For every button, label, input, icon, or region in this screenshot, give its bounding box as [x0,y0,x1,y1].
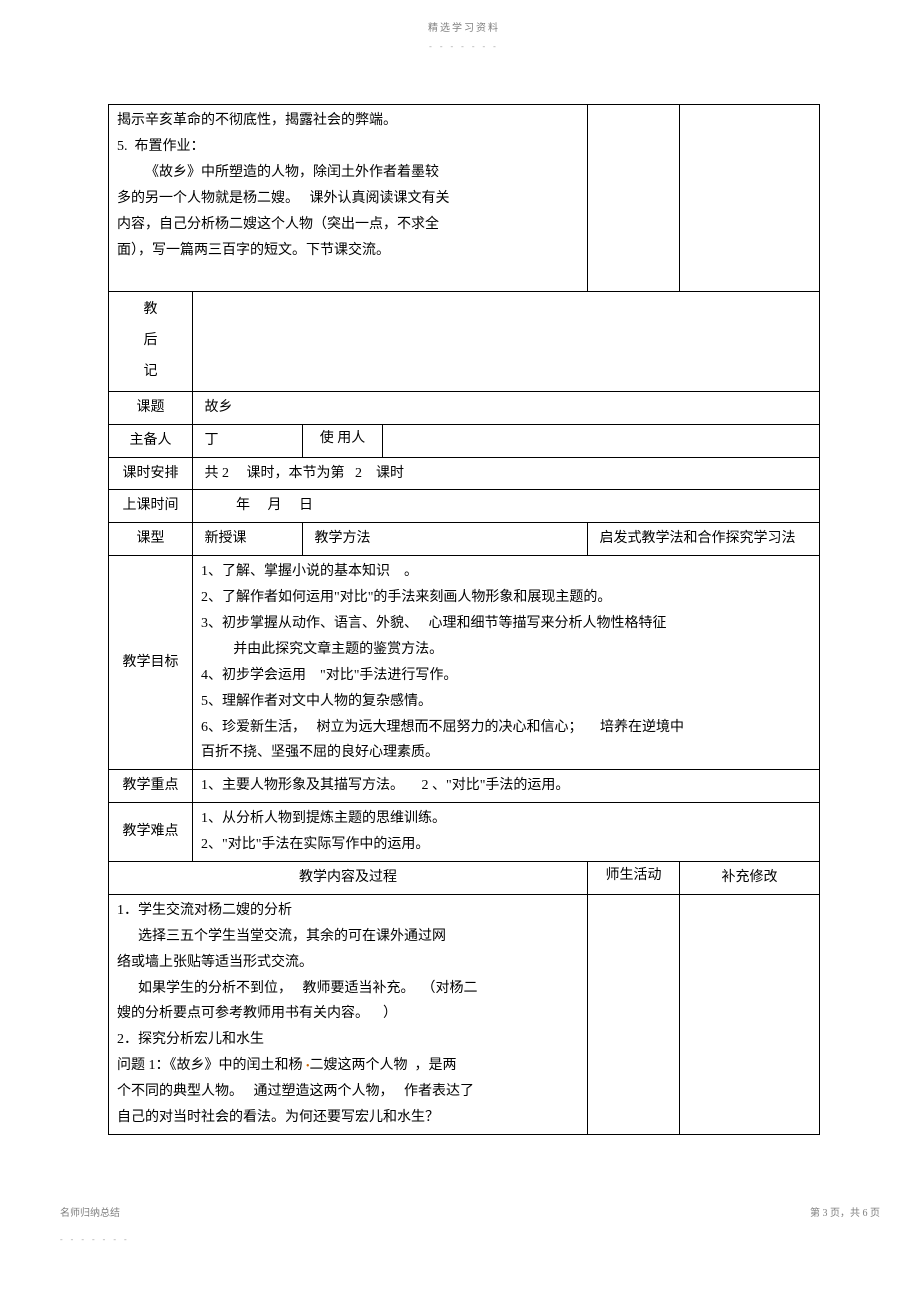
topic-label: 课题 [109,391,193,424]
goals-label: 教学目标 [109,556,193,770]
top-line6: 面），写一篇两三百字的短文。下节课交流。 [117,238,579,264]
top-supplement-cell [680,105,820,291]
top-line5: 内容，自己分析杨二嫂这个人物（突出一点，不求全 [117,212,579,238]
time-m: 月 [268,498,282,513]
p7b: 二嫂这两个人物 [310,1058,408,1073]
preparer-label: 主备人 [109,424,193,457]
user-label: 使 用人 [303,424,383,457]
p8b: 通过塑造这两个人物， [254,1084,394,1099]
g4a: 4、初步学会运用 [201,668,306,683]
g3c: 并由此探究文章主题的鉴赏方法。 [201,637,811,663]
header-dashes: - - - - - - - [108,40,820,54]
type-value: 新授课 [193,523,303,556]
post-note-content [193,291,820,391]
difficulty-content: 1、从分析人物到提炼主题的思维训练。 2、"对比"手法在实际写作中的运用。 [193,803,820,862]
sched-b: 课时，本节为第 [247,466,345,481]
sched-a: 共 2 [205,466,230,481]
p5b: ） [383,1006,397,1021]
method-text: 启发式教学法和合作探究学习法 [600,531,796,546]
process-content-label: 教学内容及过程 [109,861,588,894]
p2: 选择三五个学生当堂交流，其余的可在课外通过网 [117,924,579,950]
process-supplement-cell [680,894,820,1134]
g5: 5、理解作者对文中人物的复杂感情。 [201,689,811,715]
process-activity-cell [588,894,680,1134]
process-body: 1．学生交流对杨二嫂的分析 选择三五个学生当堂交流，其余的可在课外通过网 络或墙… [109,894,588,1134]
process-supplement-label: 补充修改 [680,861,820,894]
sched-c: 2 [355,466,362,481]
p7c: ，是两 [415,1058,457,1073]
g6c: 培养在逆境中 [600,720,684,735]
post-note-label: 教后记 [109,291,193,391]
difficulty-label: 教学难点 [109,803,193,862]
process-activity-label: 师生活动 [588,861,680,894]
g2: 2、了解作者如何运用"对比"的手法来刻画人物形象和展现主题的。 [201,585,811,611]
p8a: 个不同的典型人物。 [117,1084,243,1099]
diff-v1: 1、从分析人物到提炼主题的思维训练。 [201,806,811,832]
header-small-text: 精选学习资料 [108,20,820,38]
preparer-text: 丁 [205,433,219,448]
time-label: 上课时间 [109,490,193,523]
goals-content: 1、了解、掌握小说的基本知识 。 2、了解作者如何运用"对比"的手法来刻画人物形… [193,556,820,770]
focus-label: 教学重点 [109,770,193,803]
top-content-cell: 揭示辛亥革命的不彻底性，揭露社会的弊端。 5. 布置作业： 《故乡》中所塑造的人… [109,105,588,291]
l4b: 课外认真阅读课文有关 [310,191,450,206]
time-y: 年 [236,498,250,513]
footer: 名师归纳总结 第 3 页，共 6 页 [0,1175,920,1233]
hw-text: 布置作业： [135,139,205,154]
g3a: 3、初步掌握从动作、语言、外貌、 [201,616,418,631]
p1: 1．学生交流对杨二嫂的分析 [117,898,579,924]
sched-d: 课时 [376,466,404,481]
g6a: 6、珍爱新生活， [201,720,306,735]
top-line3: 《故乡》中所塑造的人物，除闰土外作者着墨较 [117,160,579,186]
diff-v2: 2、"对比"手法在实际写作中的运用。 [201,832,811,858]
topic-value: 故乡 [193,391,820,424]
g3b: 心理和细节等描写来分析人物性格特征 [429,616,667,631]
p6: 2．探究分析宏儿和水生 [117,1027,579,1053]
footer-dashes: - - - - - - - [0,1233,920,1247]
l4a: 多的另一个人物就是杨二嫂。 [117,191,299,206]
hw-num: 5. [117,139,128,154]
g6b: 树立为远大理想而不屈努力的决心和信心； [317,720,583,735]
time-value: 年 月 日 [193,490,820,523]
g1b: 。 [404,564,418,579]
footer-left: 名师归纳总结 [60,1205,120,1223]
method-label: 教学方法 [303,523,588,556]
top-line4: 多的另一个人物就是杨二嫂。 课外认真阅读课文有关 [117,186,579,212]
p3: 络或墙上张贴等适当形式交流。 [117,950,579,976]
type-label: 课型 [109,523,193,556]
preparer-value: 丁 [193,424,303,457]
p8c: 作者表达了 [404,1084,474,1099]
focus-v1: 1、主要人物形象及其描写方法。 [201,778,404,793]
main-table: 揭示辛亥革命的不彻底性，揭露社会的弊端。 5. 布置作业： 《故乡》中所塑造的人… [108,104,820,1135]
g6d: 百折不挠、坚强不屈的良好心理素质。 [201,740,811,766]
method-value: 启发式教学法和合作探究学习法 [588,523,820,556]
p9: 自己的对当时社会的看法。为何还要写宏儿和水生？ [117,1105,579,1131]
method-label-text: 教学方法 [315,531,371,546]
type-text: 新授课 [205,531,247,546]
focus-content: 1、主要人物形象及其描写方法。 2 、"对比"手法的运用。 [193,770,820,803]
schedule-value: 共 2 课时，本节为第 2 课时 [193,457,820,490]
g1a: 1、了解、掌握小说的基本知识 [201,564,390,579]
p4c: （对杨二 [422,981,478,996]
g4b: "对比"手法进行写作。 [320,668,457,683]
user-value [383,424,820,457]
top-activity-cell [588,105,680,291]
schedule-label: 课时安排 [109,457,193,490]
footer-right: 第 3 页，共 6 页 [810,1205,880,1223]
p4b: 教师要适当补充。 [303,981,415,996]
time-d: 日 [299,498,313,513]
p7a: 问题 1：《故乡》中的闰土和杨 [117,1058,303,1073]
p5a: 嫂的分析要点可参考教师用书有关内容。 [117,1006,369,1021]
p4a: 如果学生的分析不到位， [138,981,292,996]
topic-text: 故乡 [205,400,233,415]
focus-v2: 2 、"对比"手法的运用。 [422,778,570,793]
top-line1: 揭示辛亥革命的不彻底性，揭露社会的弊端。 [117,108,579,134]
top-line2: 5. 布置作业： [117,134,579,160]
